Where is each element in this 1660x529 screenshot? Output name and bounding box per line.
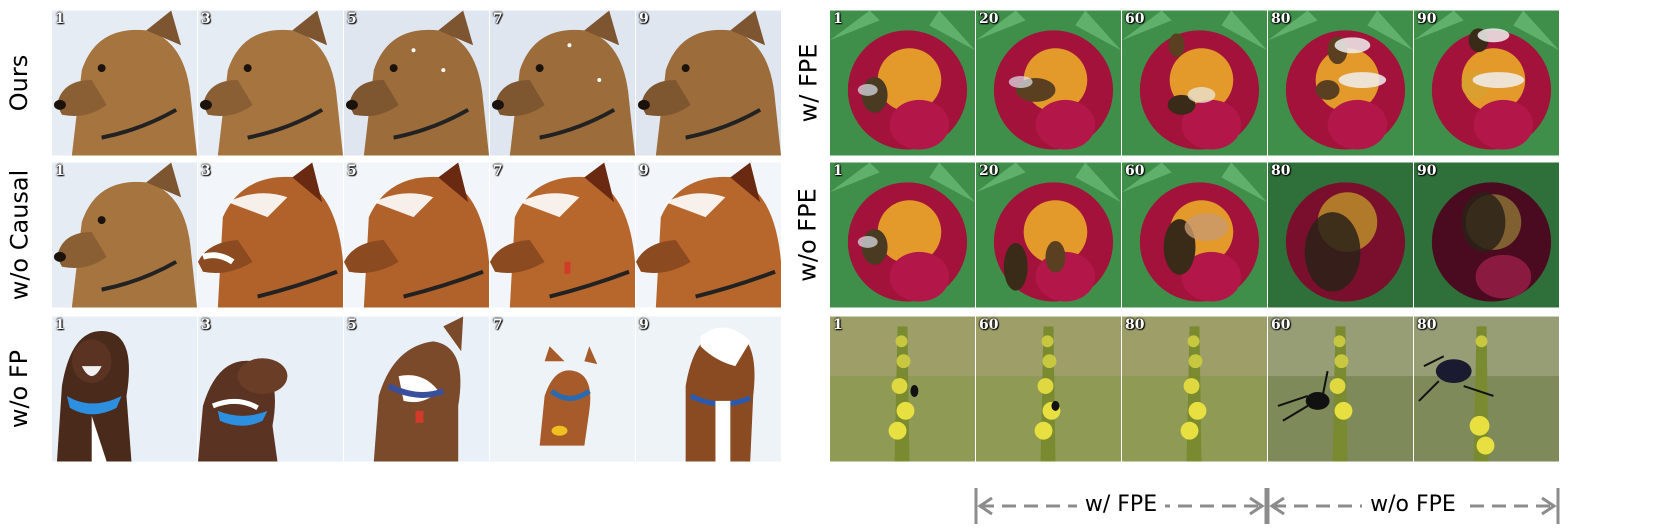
flower-stalk-image	[1122, 316, 1267, 462]
frame-image: 9	[636, 162, 782, 308]
peony-bee-image	[976, 10, 1121, 156]
frame-number: 60	[1125, 11, 1145, 27]
flower-stalk-image	[1414, 316, 1559, 462]
frame-image: 80	[1268, 162, 1414, 308]
frame-number: 1	[55, 317, 65, 333]
row-label-with-fpe: w/ FPE	[794, 43, 823, 123]
frame-image: 7	[490, 10, 636, 156]
bracket-label: w/o FPE	[1362, 492, 1464, 517]
frame-image: 1	[830, 316, 976, 462]
flower-stalk-image	[830, 316, 975, 462]
frame-number: 7	[493, 317, 503, 333]
frame-number: 1	[55, 163, 65, 179]
frame-number: 90	[1417, 11, 1437, 27]
boxer-dog-image	[198, 316, 343, 462]
peony-bee-image	[830, 10, 975, 156]
frame-image: 80	[1268, 10, 1414, 156]
dog-image	[636, 10, 781, 156]
frame-number: 9	[639, 11, 649, 27]
peony-bee-image	[830, 162, 975, 308]
boxer-dog-image	[344, 316, 489, 462]
bracket-label: w/ FPE	[1076, 492, 1166, 517]
frame-number: 7	[493, 11, 503, 27]
frame-image: 80	[1122, 316, 1268, 462]
dog-image	[52, 162, 197, 308]
frame-image: 3	[198, 162, 344, 308]
frame-number: 5	[347, 317, 357, 333]
frame-image: 5	[344, 162, 490, 308]
frame-number: 9	[639, 317, 649, 333]
frame-number: 1	[55, 11, 65, 27]
row-label-ours: Ours	[5, 54, 34, 112]
peony-bee-image	[1268, 10, 1413, 156]
frame-image: 90	[1414, 162, 1560, 308]
frame-image: 1	[830, 10, 976, 156]
flower-stalk-image	[1268, 316, 1413, 462]
frame-number: 1	[833, 11, 843, 27]
frame-number: 1	[833, 317, 843, 333]
bracket-without-fpe: w/o FPE	[1266, 488, 1560, 524]
dog-image	[52, 10, 197, 156]
frame-image: 60	[1268, 316, 1414, 462]
frame-number: 60	[1271, 317, 1291, 333]
frame-number: 80	[1125, 317, 1145, 333]
peony-bee-image	[976, 162, 1121, 308]
frame-number: 1	[833, 163, 843, 179]
frame-number: 20	[979, 163, 999, 179]
frame-image: 1	[52, 162, 198, 308]
frame-image: 60	[1122, 10, 1268, 156]
frame-number: 20	[979, 11, 999, 27]
dog-image	[490, 10, 635, 156]
row-label-wo-fp: w/o FP	[5, 349, 33, 429]
row-label-without-fpe: w/o FPE	[794, 188, 822, 282]
frame-number: 80	[1271, 163, 1291, 179]
frame-image: 7	[490, 162, 636, 308]
snowy-dog-image	[490, 162, 635, 308]
boxer-dog-image	[52, 316, 197, 462]
frame-image: 80	[1414, 316, 1560, 462]
peony-bee-image	[1122, 162, 1267, 308]
frame-number: 60	[1125, 163, 1145, 179]
frame-image: 3	[198, 316, 344, 462]
frame-number: 5	[347, 11, 357, 27]
frame-image: 20	[976, 10, 1122, 156]
frame-image: 3	[198, 10, 344, 156]
flower-stalk-image	[976, 316, 1121, 462]
frame-image: 60	[976, 316, 1122, 462]
peony-bee-image	[1122, 10, 1267, 156]
dog-image	[344, 10, 489, 156]
peony-bee-image	[1414, 162, 1559, 308]
frame-number: 5	[347, 163, 357, 179]
dog-image	[198, 10, 343, 156]
snowy-dog-image	[198, 162, 343, 308]
frame-image: 1	[52, 10, 198, 156]
frame-number: 80	[1271, 11, 1291, 27]
frame-image: 1	[830, 162, 976, 308]
frame-image: 5	[344, 316, 490, 462]
frame-number: 9	[639, 163, 649, 179]
frame-number: 3	[201, 317, 211, 333]
frame-image: 1	[52, 316, 198, 462]
frame-number: 3	[201, 163, 211, 179]
boxer-dog-image	[490, 316, 635, 462]
frame-image: 60	[1122, 162, 1268, 308]
boxer-dog-image	[636, 316, 781, 462]
frame-image: 20	[976, 162, 1122, 308]
frame-image: 9	[636, 10, 782, 156]
frame-number: 60	[979, 317, 999, 333]
frame-number: 90	[1417, 163, 1437, 179]
frame-image: 7	[490, 316, 636, 462]
row-label-wo-causal: w/o Causal	[5, 169, 33, 301]
bracket-with-fpe: w/ FPE	[974, 488, 1268, 524]
frame-image: 5	[344, 10, 490, 156]
frame-number: 80	[1417, 317, 1437, 333]
frame-number: 7	[493, 163, 503, 179]
snowy-dog-image	[344, 162, 489, 308]
peony-bee-image	[1414, 10, 1559, 156]
frame-image: 90	[1414, 10, 1560, 156]
frame-image: 9	[636, 316, 782, 462]
snowy-dog-image	[636, 162, 781, 308]
frame-number: 3	[201, 11, 211, 27]
peony-bee-image	[1268, 162, 1413, 308]
